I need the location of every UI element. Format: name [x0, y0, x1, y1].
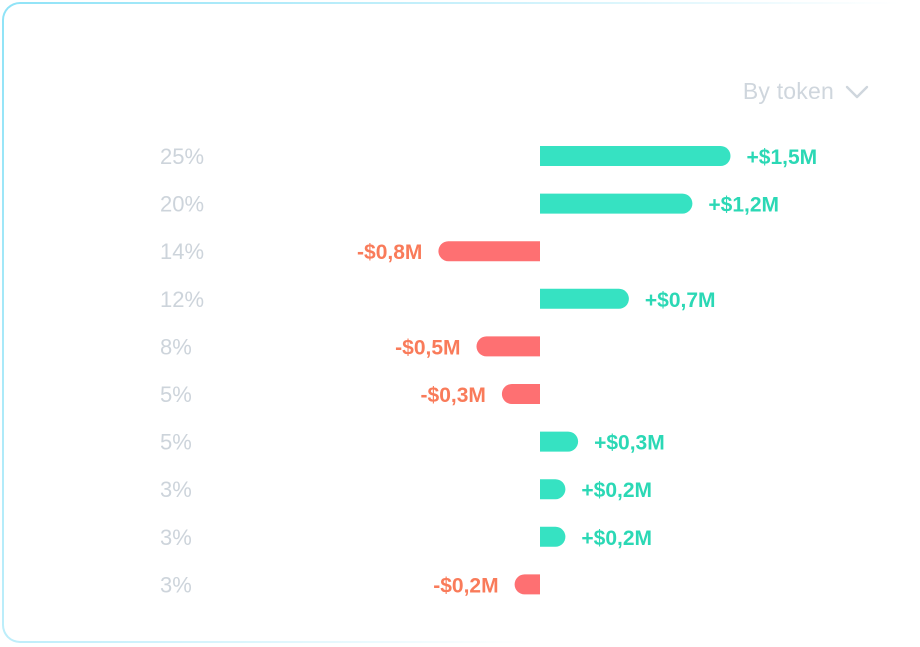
negative-bar — [501, 384, 540, 404]
value-label: -$0,2M — [433, 574, 498, 597]
negative-bar — [476, 336, 540, 357]
positive-bar — [540, 431, 579, 452]
positive-bar — [540, 146, 731, 166]
negative-bar — [514, 574, 540, 595]
positive-bar — [540, 193, 693, 214]
category-label: 12% — [160, 287, 204, 312]
category-label: 5% — [160, 430, 192, 455]
positive-bar — [540, 288, 629, 309]
category-label: 20% — [160, 192, 204, 217]
positive-bar — [540, 526, 566, 547]
category-label: 3% — [160, 525, 192, 550]
category-label: 3% — [160, 572, 192, 597]
category-label: 5% — [160, 382, 192, 407]
negative-bar — [438, 241, 540, 262]
token-filter-dropdown[interactable]: By token — [743, 78, 870, 105]
value-label: +$1,2M — [708, 194, 779, 217]
value-label: +$1,5M — [747, 146, 818, 169]
filter-label: By token — [742, 78, 834, 104]
category-label: 25% — [160, 144, 204, 169]
value-label: -$0,5M — [395, 336, 460, 359]
category-label: 3% — [160, 477, 192, 502]
value-label: -$0,3M — [421, 384, 486, 407]
chevron-down-icon — [845, 85, 869, 98]
value-label: +$0,7M — [645, 289, 716, 312]
category-label: 14% — [160, 239, 204, 264]
value-label: +$0,2M — [581, 479, 652, 502]
value-label: -$0,8M — [357, 241, 422, 264]
category-label: 8% — [160, 334, 192, 359]
value-label: +$0,2M — [581, 527, 652, 550]
value-label: +$0,3M — [594, 432, 665, 455]
positive-bar — [540, 479, 566, 500]
